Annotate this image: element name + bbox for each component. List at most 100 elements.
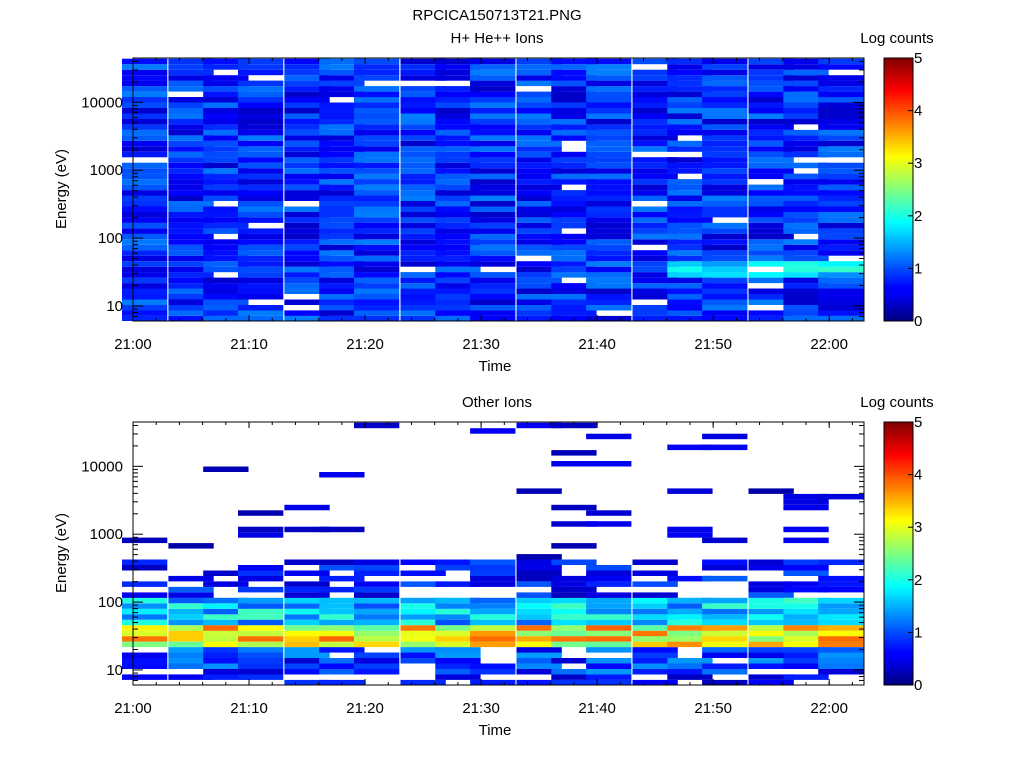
heatmap-cell (435, 255, 481, 262)
heatmap-cell (319, 124, 365, 130)
heatmap-cell (470, 565, 516, 571)
heatmap-cell (435, 201, 481, 207)
heatmap-cell (168, 261, 214, 267)
heatmap-cell (470, 294, 516, 300)
heatmap-cell (783, 581, 829, 587)
heatmap-cell (354, 129, 400, 136)
heatmap-cell (203, 217, 249, 223)
heatmap-cell (470, 195, 516, 201)
heatmap-cell (203, 113, 249, 119)
heatmap-cell (748, 277, 794, 284)
heatmap-cell (702, 575, 748, 582)
heatmap-cell (586, 113, 632, 119)
heatmap-cell (400, 277, 446, 284)
heatmap-cell (702, 597, 748, 604)
heatmap-cell (818, 575, 864, 582)
heatmap-cell (551, 674, 597, 680)
heatmap-cell (354, 283, 400, 289)
heatmap-cell (203, 195, 249, 201)
heatmap-cell (667, 603, 713, 609)
heatmap-cell (238, 277, 284, 284)
heatmap-cell (551, 195, 597, 201)
heatmap-cell (783, 283, 829, 289)
heatmap-cell (122, 277, 168, 284)
heatmap-cell (238, 108, 284, 114)
heatmap-cell (238, 255, 284, 262)
heatmap-cell (516, 575, 562, 582)
heatmap-cell (238, 310, 284, 316)
heatmap-cell (203, 64, 249, 70)
heatmap-cell (435, 652, 481, 658)
heatmap-cell (516, 250, 562, 256)
heatmap-cell (551, 559, 597, 565)
heatmap-cell (632, 597, 678, 604)
heatmap-cell (435, 244, 481, 251)
heatmap-cell (818, 86, 864, 92)
heatmap-cell (284, 250, 330, 256)
heatmap-cell (586, 603, 632, 609)
heatmap-cell (783, 625, 829, 631)
colorbar-ticks: 0 1 2 3 4 5 (908, 414, 922, 694)
heatmap-cell (122, 64, 168, 70)
heatmap-cell (203, 294, 249, 300)
heatmap-cell (400, 647, 446, 653)
heatmap-cell (284, 151, 330, 158)
heatmap-cell (284, 108, 330, 114)
heatmap-cell (400, 168, 446, 174)
heatmap-cell (632, 614, 678, 620)
heatmap-cell (702, 86, 748, 92)
heatmap-cell (203, 603, 249, 609)
heatmap-cell (470, 679, 516, 685)
colorbar-tick-label: 0 (914, 677, 922, 694)
heatmap-cell (702, 565, 748, 571)
heatmap-cell (748, 288, 794, 294)
heatmap-cell (667, 217, 713, 223)
heatmap-cell (400, 652, 446, 658)
heatmap-cell (168, 614, 214, 620)
heatmap-cell (203, 184, 249, 191)
heatmap-cell (122, 162, 168, 169)
heatmap-cell (354, 299, 400, 305)
heatmap-cell (516, 244, 562, 251)
heatmap-cell (400, 86, 446, 92)
heatmap-cell (667, 575, 713, 582)
heatmap-cell (168, 64, 214, 70)
heatmap-cell (632, 168, 678, 174)
heatmap-cell (702, 255, 748, 262)
heatmap-cell (122, 559, 168, 565)
heatmap-cell (586, 244, 632, 251)
heatmap-cell (400, 228, 446, 234)
heatmap-cell (470, 108, 516, 114)
heatmap-cell (632, 239, 678, 245)
heatmap-cell (435, 277, 481, 284)
heatmap-cell (516, 151, 562, 158)
heatmap-cell (632, 559, 678, 565)
heatmap-cell (818, 310, 864, 316)
heatmap-cell (435, 597, 481, 604)
x-axis-label: Time (479, 358, 512, 375)
heatmap-cell (818, 658, 864, 664)
heatmap-cell (748, 299, 794, 305)
heatmap-cell (284, 630, 330, 637)
heatmap-cell (238, 135, 284, 141)
heatmap-cell (551, 190, 597, 196)
heatmap-cell (319, 614, 365, 620)
heatmap-cell (400, 233, 446, 240)
heatmap-cell (586, 179, 632, 185)
heatmap-cell (783, 151, 829, 158)
heatmap-cell (783, 277, 829, 284)
heatmap-cell (586, 663, 632, 669)
x-tick-label: 21:40 (578, 336, 616, 353)
heatmap-cell (319, 586, 365, 593)
heatmap-cell (319, 608, 365, 615)
heatmap-cell (748, 190, 794, 196)
heatmap-cell (632, 124, 678, 130)
y-ticks: 10 100 1000 10000 (81, 60, 864, 322)
heatmap-cell (122, 315, 168, 321)
heatmap-cell (435, 168, 481, 174)
heatmap-cell (667, 86, 713, 92)
heatmap-cell (354, 228, 400, 234)
heatmap-cell (319, 135, 365, 141)
heatmap-cell (319, 217, 365, 223)
heatmap-cell (284, 266, 330, 273)
